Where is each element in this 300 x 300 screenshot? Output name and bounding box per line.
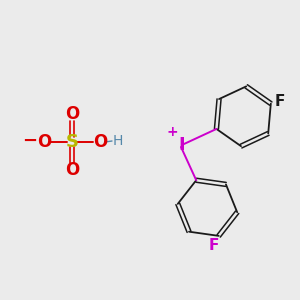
Text: I: I: [179, 136, 185, 154]
Text: O: O: [65, 161, 79, 179]
Text: O: O: [93, 133, 107, 151]
Text: O: O: [37, 133, 51, 151]
Text: F: F: [274, 94, 285, 109]
Text: S: S: [65, 133, 79, 151]
Text: −: −: [22, 132, 38, 150]
Text: O: O: [65, 105, 79, 123]
Text: +: +: [166, 125, 178, 139]
Text: F: F: [208, 238, 219, 253]
Text: H: H: [113, 134, 123, 148]
